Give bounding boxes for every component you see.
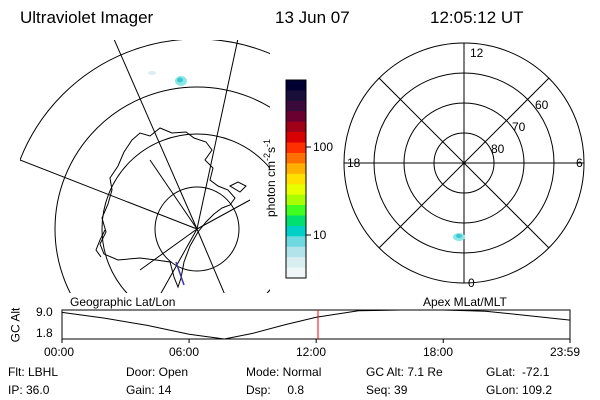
colorbar-cell — [286, 194, 306, 206]
mode-value: Mode: Normal — [246, 365, 322, 379]
mlt-label-6: 6 — [576, 156, 583, 170]
colorbar-tick-10: 10 — [313, 228, 327, 242]
mlat-label-60: 60 — [535, 98, 549, 112]
colorbar-cell — [286, 205, 306, 216]
gain-value: Gain: 14 — [126, 383, 172, 397]
x-tick-2359: 23:59 — [550, 345, 581, 359]
colorbar-cell — [286, 111, 306, 123]
y-tick-1-8: 1.8 — [36, 326, 53, 340]
x-tick-0000: 00:00 — [44, 345, 75, 359]
colorbar-cell — [286, 80, 306, 91]
colorbar-cell — [286, 163, 306, 175]
colorbar-cell — [286, 215, 306, 227]
colorbar-cell — [286, 246, 306, 258]
filter-value: Flt: LBHL — [8, 365, 59, 379]
gc-alt-value: GC Alt: 7.1 Re — [366, 365, 443, 379]
seq-value: Seq: 39 — [366, 383, 408, 397]
x-tick-1800: 18:00 — [423, 345, 454, 359]
colorbar-cell — [286, 142, 306, 154]
aurora-spot-left — [148, 71, 187, 86]
time-label: 12:05:12 UT — [430, 8, 524, 27]
colorbar-cell — [286, 173, 306, 185]
mlt-label-18: 18 — [347, 156, 361, 170]
colorbar-cell — [286, 267, 306, 279]
colorbar-cell — [286, 121, 306, 133]
mlt-label-12: 12 — [470, 46, 484, 60]
colorbar-cell — [286, 152, 306, 164]
x-tick-1200: 12:00 — [296, 345, 327, 359]
x-tick-0600: 06:00 — [169, 345, 200, 359]
ip-value: IP: 36.0 — [8, 383, 50, 397]
apex-label: Apex MLat/MLT — [423, 295, 507, 309]
glon-value: GLon: 109.2 — [486, 383, 553, 397]
colorbar-cell — [286, 257, 306, 269]
dsp-value: Dsp: 0.8 — [246, 383, 305, 397]
altitude-series-line — [61, 309, 571, 340]
y-tick-9: 9.0 — [36, 305, 53, 319]
instrument-title: Ultraviolet Imager — [20, 8, 154, 27]
colorbar-cell — [286, 90, 306, 102]
colorbar-cell — [286, 236, 306, 248]
geographic-label: Geographic Lat/Lon — [70, 295, 176, 309]
colorbar-cell — [286, 100, 306, 112]
glat-value: GLat: -72.1 — [486, 365, 550, 379]
aurora-spot-right — [453, 233, 465, 241]
colorbar-tick-100: 100 — [313, 140, 334, 154]
door-value: Door: Open — [126, 365, 189, 379]
colorbar-cell — [286, 225, 306, 237]
colorbar-cell — [286, 184, 306, 196]
timeline-ylabel: GC Alt — [8, 307, 23, 343]
date-label: 13 Jun 07 — [275, 8, 350, 27]
mlat-label-80: 80 — [491, 142, 505, 156]
mlat-label-70: 70 — [512, 120, 526, 134]
mlt-label-0: 0 — [468, 276, 475, 290]
colorbar-cell — [286, 132, 306, 144]
